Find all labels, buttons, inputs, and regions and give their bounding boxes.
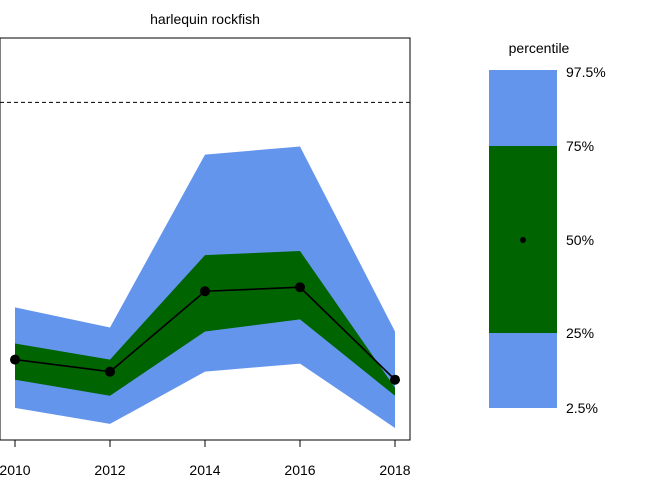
median-points <box>10 282 400 385</box>
legend-label-2.5: 2.5% <box>566 400 598 416</box>
legend-label-75: 75% <box>566 138 594 154</box>
x-tick-label: 2010 <box>0 462 31 478</box>
x-tick-label: 2018 <box>379 462 410 478</box>
median-point <box>200 286 210 297</box>
legend-label-25: 25% <box>566 325 594 341</box>
median-point <box>10 354 20 365</box>
x-axis: 2010 2012 2014 2016 2018 <box>0 439 411 478</box>
legend-title: percentile <box>509 40 570 56</box>
legend-label-50: 50% <box>566 232 594 248</box>
median-point <box>105 366 115 377</box>
x-tick-label: 2012 <box>94 462 125 478</box>
x-tick-label: 2016 <box>284 462 315 478</box>
chart-title: harlequin rockfish <box>150 11 260 27</box>
legend-median-point <box>520 237 526 243</box>
median-point <box>295 282 305 293</box>
legend-label-97.5: 97.5% <box>566 64 606 80</box>
median-point <box>390 374 400 385</box>
plot-area <box>0 37 411 441</box>
legend: percentile 97.5% 75% 50% 25% 2.5% <box>489 40 606 416</box>
x-tick-label: 2014 <box>189 462 220 478</box>
